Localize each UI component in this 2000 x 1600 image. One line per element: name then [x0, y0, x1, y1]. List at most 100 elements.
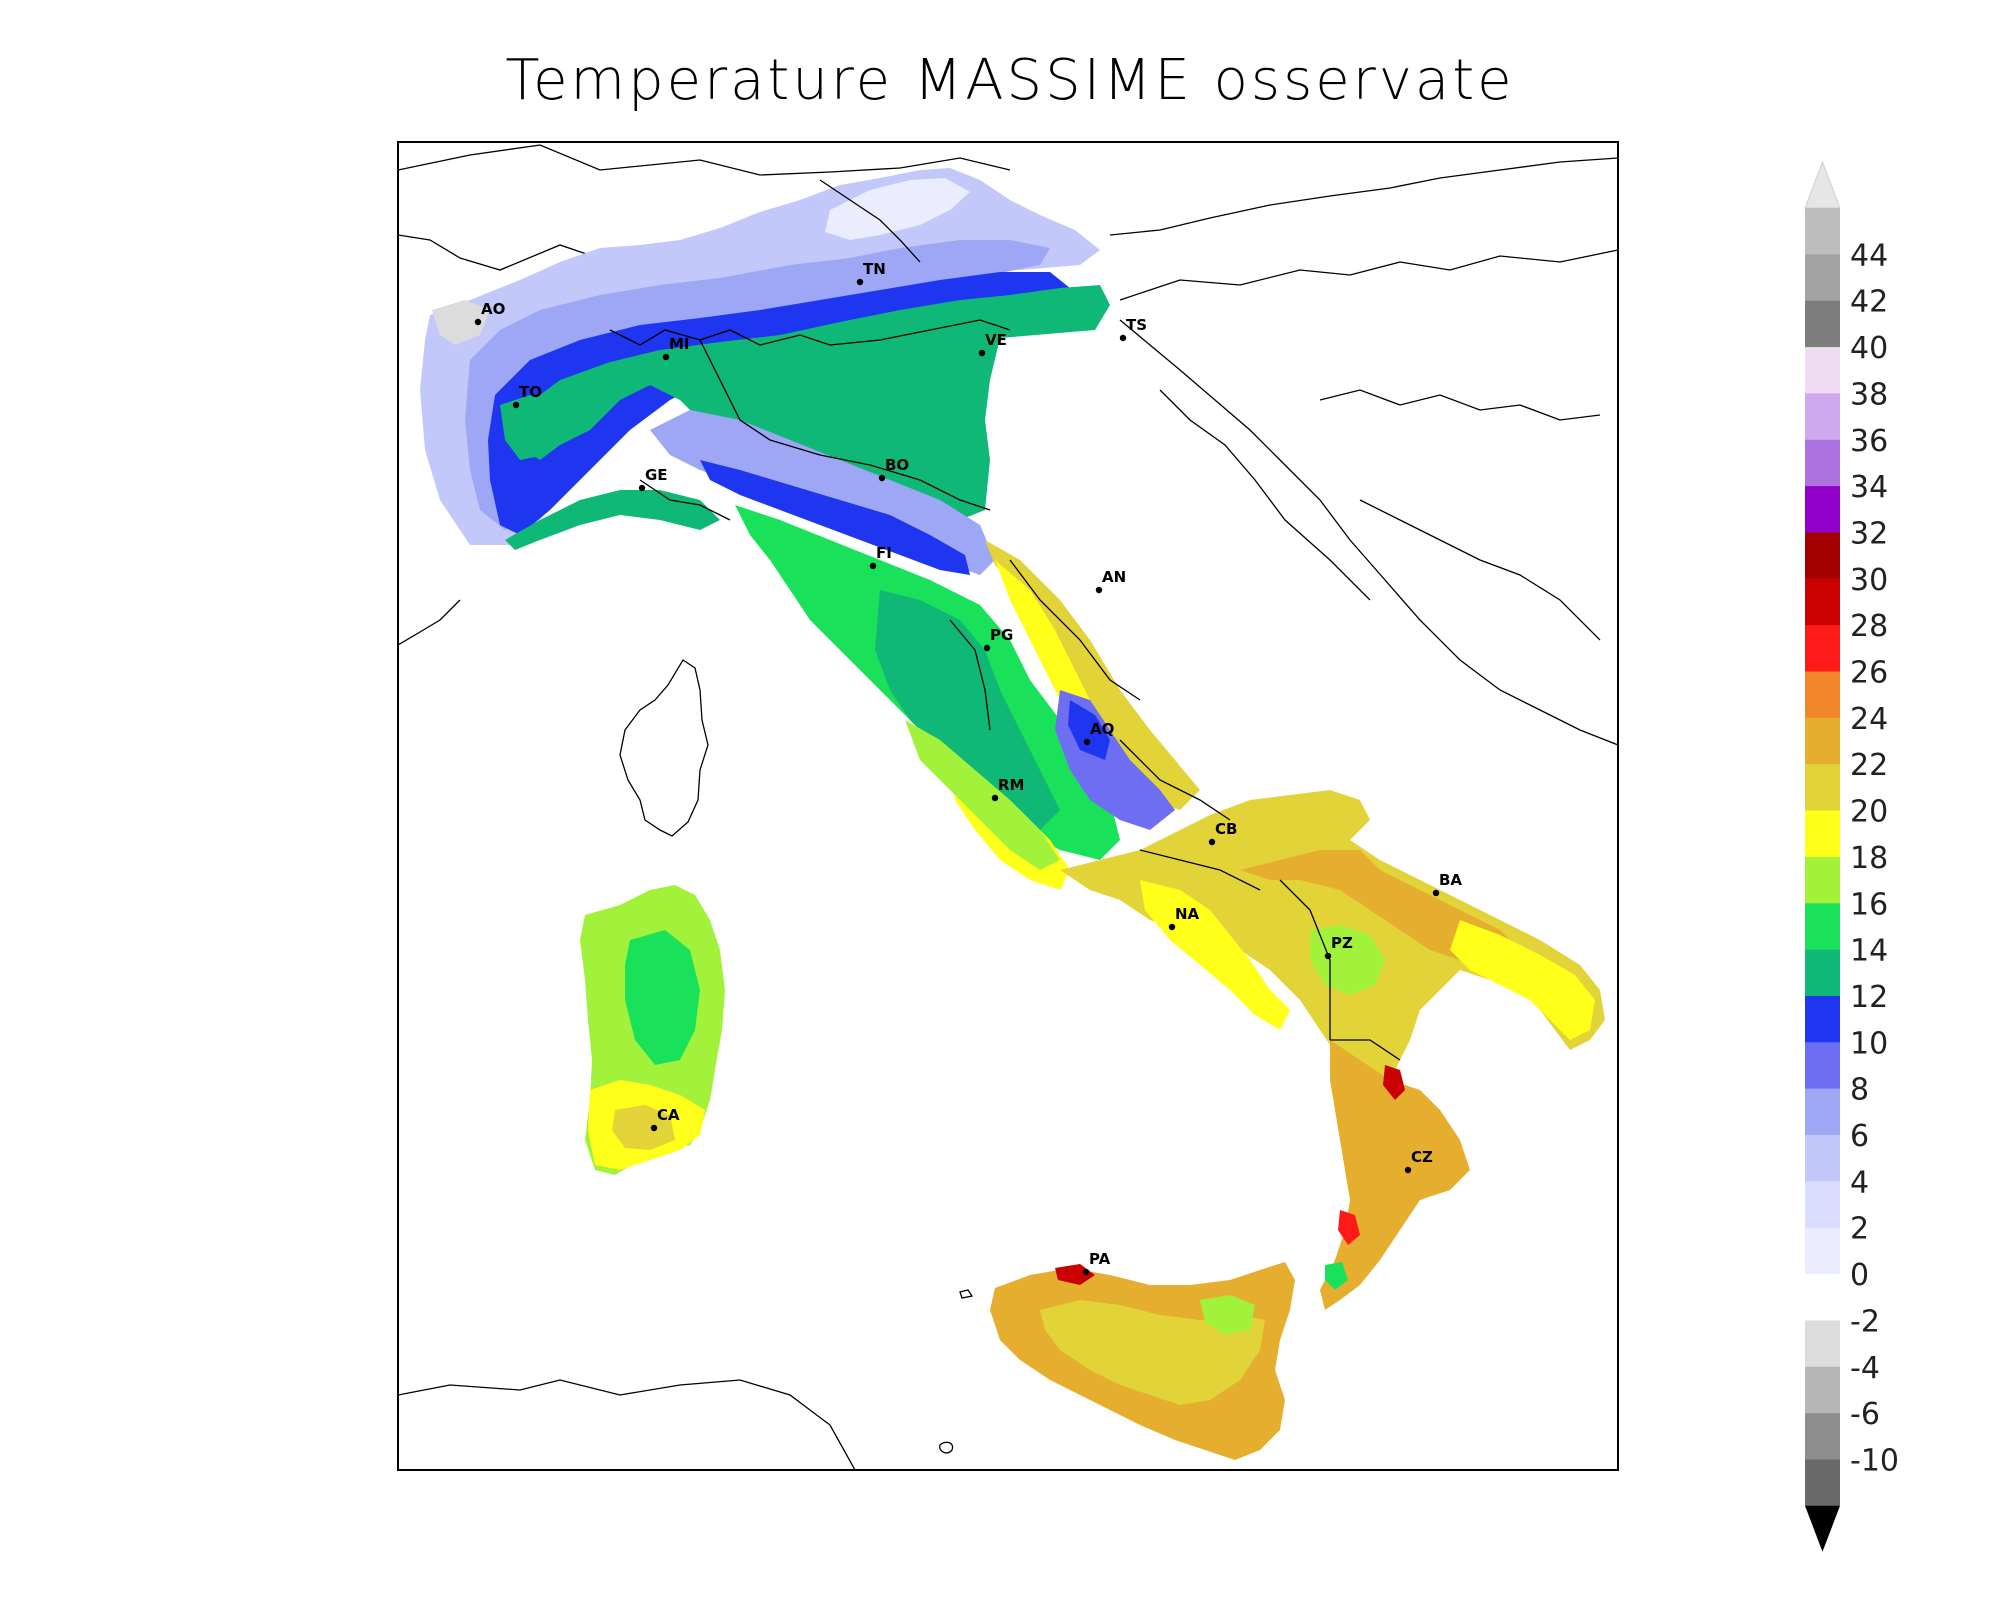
puglia-yellow	[1450, 920, 1595, 1040]
legend-label: -2	[1850, 1304, 1880, 1339]
city-label: VE	[985, 331, 1007, 349]
legend-swatch	[1805, 1135, 1840, 1182]
calabria-hot	[1383, 1065, 1405, 1100]
city-label: CZ	[1411, 1148, 1433, 1166]
legend-label: 42	[1850, 285, 1888, 320]
city-an: AN	[1095, 568, 1126, 594]
city-pa: PA	[1082, 1250, 1111, 1276]
lazio-green	[905, 720, 1060, 870]
legend-swatch	[1805, 254, 1840, 302]
city-dot	[662, 353, 670, 361]
sardinia-south-mustard	[612, 1105, 675, 1150]
city-dot	[856, 278, 864, 286]
city-ge: GE	[638, 466, 668, 492]
legend-swatch	[1805, 1181, 1840, 1229]
legend-swatch	[1805, 578, 1840, 626]
city-dot	[1119, 334, 1127, 342]
liguria-coast	[505, 490, 720, 550]
city-dot	[638, 484, 646, 492]
legend-label: 8	[1850, 1073, 1869, 1108]
city-label: BA	[1439, 871, 1462, 889]
legend-swatch	[1805, 856, 1840, 904]
legend-label: 36	[1850, 424, 1888, 459]
map-frame	[397, 141, 1619, 1471]
aosta-cold	[432, 300, 490, 345]
apennine-blue	[700, 460, 970, 575]
po-valley	[520, 285, 1110, 520]
city-dot	[869, 562, 877, 570]
city-label: GE	[645, 466, 668, 484]
page-title: Temperature MASSIME osservate	[505, 48, 1515, 113]
city-aq: AQ	[1083, 720, 1114, 746]
legend-top-arrow	[1804, 160, 1841, 209]
legend-label: 18	[1850, 841, 1888, 876]
city-dot	[1404, 1166, 1412, 1174]
legend-label: 20	[1850, 795, 1888, 830]
legend-label: 26	[1850, 656, 1888, 691]
city-label: FI	[876, 544, 892, 562]
city-dot	[878, 474, 886, 482]
legend-swatch	[1805, 439, 1840, 487]
map-content	[398, 142, 1618, 1470]
sardinia-green	[625, 930, 700, 1065]
legend-swatch	[1805, 1042, 1840, 1090]
city-dot	[512, 401, 520, 409]
sicily-yellow	[1040, 1300, 1265, 1405]
legend-swatch	[1805, 764, 1840, 812]
legend-label: 32	[1850, 516, 1888, 551]
city-ca: CA	[650, 1106, 680, 1132]
city-dot	[991, 794, 999, 802]
legend-swatch	[1805, 1274, 1840, 1321]
city-dot	[650, 1124, 658, 1132]
city-label: AQ	[1090, 720, 1114, 738]
city-label: AN	[1102, 568, 1126, 586]
city-label: PA	[1089, 1250, 1111, 1268]
legend-swatch	[1805, 532, 1840, 580]
city-dot	[983, 644, 991, 652]
po-blue-band	[488, 272, 1070, 535]
legend-swatch	[1805, 393, 1840, 441]
legend-label: 28	[1850, 609, 1888, 644]
abruzzo-blue	[1068, 700, 1110, 760]
city-cb: CB	[1208, 820, 1237, 846]
legend-label: -6	[1850, 1397, 1880, 1432]
city-dot	[1208, 838, 1216, 846]
city-label: NA	[1175, 905, 1200, 923]
city-na: NA	[1168, 905, 1200, 931]
legend-label: 2	[1850, 1212, 1869, 1247]
legend-swatch	[1805, 347, 1840, 394]
city-dot	[978, 349, 986, 357]
city-ve: VE	[978, 331, 1007, 357]
city-label: MI	[669, 335, 690, 353]
legend-swatch	[1805, 995, 1840, 1043]
legend-label: 44	[1850, 238, 1888, 273]
legend-bottom-arrow	[1805, 1505, 1840, 1552]
legend-swatch	[1805, 1413, 1840, 1461]
calabria-hot-south	[1338, 1210, 1360, 1245]
city-label: CA	[657, 1106, 680, 1124]
torino-green	[500, 395, 560, 460]
city-label: TO	[519, 383, 542, 401]
legend-swatch	[1805, 300, 1840, 348]
city-dot	[1432, 889, 1440, 897]
city-dot	[1168, 923, 1176, 931]
legend-swatch	[1805, 1088, 1840, 1136]
legend-label: 10	[1850, 1026, 1888, 1061]
legend-swatch	[1805, 949, 1840, 997]
city-label: RM	[998, 776, 1024, 794]
region-boundaries	[609, 179, 1401, 1061]
city-label: PZ	[1331, 934, 1353, 952]
city-ao: AO	[474, 300, 505, 326]
color-legend: 4442403836343230282624222018161412108642…	[1804, 160, 1899, 1552]
legend-label: 14	[1850, 934, 1888, 969]
alps-high-region	[825, 178, 970, 240]
city-label: BO	[885, 456, 909, 474]
city-label: AO	[481, 300, 505, 318]
sicily-green	[1200, 1295, 1255, 1335]
legend-swatch	[1805, 810, 1840, 858]
city-dot	[1083, 738, 1091, 746]
legend-swatch	[1805, 625, 1840, 673]
city-label: PG	[990, 626, 1013, 644]
legend-label: -4	[1850, 1351, 1880, 1386]
